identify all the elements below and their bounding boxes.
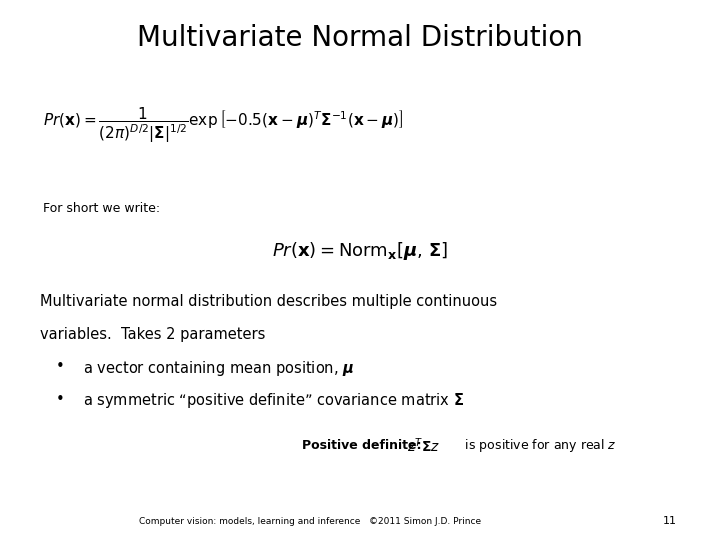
Text: $Pr(\mathbf{x}) = \dfrac{1}{(2\pi)^{D/2}|\boldsymbol{\Sigma}|^{1/2}} \exp\left[-: $Pr(\mathbf{x}) = \dfrac{1}{(2\pi)^{D/2}… bbox=[43, 105, 404, 145]
Text: Multivariate normal distribution describes multiple continuous: Multivariate normal distribution describ… bbox=[40, 294, 497, 309]
Text: Multivariate Normal Distribution: Multivariate Normal Distribution bbox=[137, 24, 583, 52]
Text: a symmetric “positive definite” covariance matrix $\boldsymbol{\Sigma}$: a symmetric “positive definite” covarian… bbox=[83, 392, 464, 410]
Text: 11: 11 bbox=[663, 516, 677, 526]
Text: •: • bbox=[55, 359, 64, 374]
Text: Positive definite:: Positive definite: bbox=[302, 439, 431, 452]
Text: variables.  Takes 2 parameters: variables. Takes 2 parameters bbox=[40, 327, 265, 342]
Text: For short we write:: For short we write: bbox=[43, 202, 161, 215]
Text: $Pr(\mathbf{x}) = \mathrm{Norm}_{\mathbf{x}}\left[\boldsymbol{\mu},\, \boldsymbo: $Pr(\mathbf{x}) = \mathrm{Norm}_{\mathbf… bbox=[271, 240, 449, 262]
Text: •: • bbox=[55, 392, 64, 407]
Text: Computer vision: models, learning and inference   ©2011 Simon J.D. Prince: Computer vision: models, learning and in… bbox=[138, 517, 481, 526]
Text: is positive for any real $z$: is positive for any real $z$ bbox=[457, 437, 617, 454]
Text: $z^T\boldsymbol{\Sigma}z$: $z^T\boldsymbol{\Sigma}z$ bbox=[407, 436, 440, 455]
Text: a vector containing mean position, $\boldsymbol{\mu}$: a vector containing mean position, $\bol… bbox=[83, 359, 354, 378]
